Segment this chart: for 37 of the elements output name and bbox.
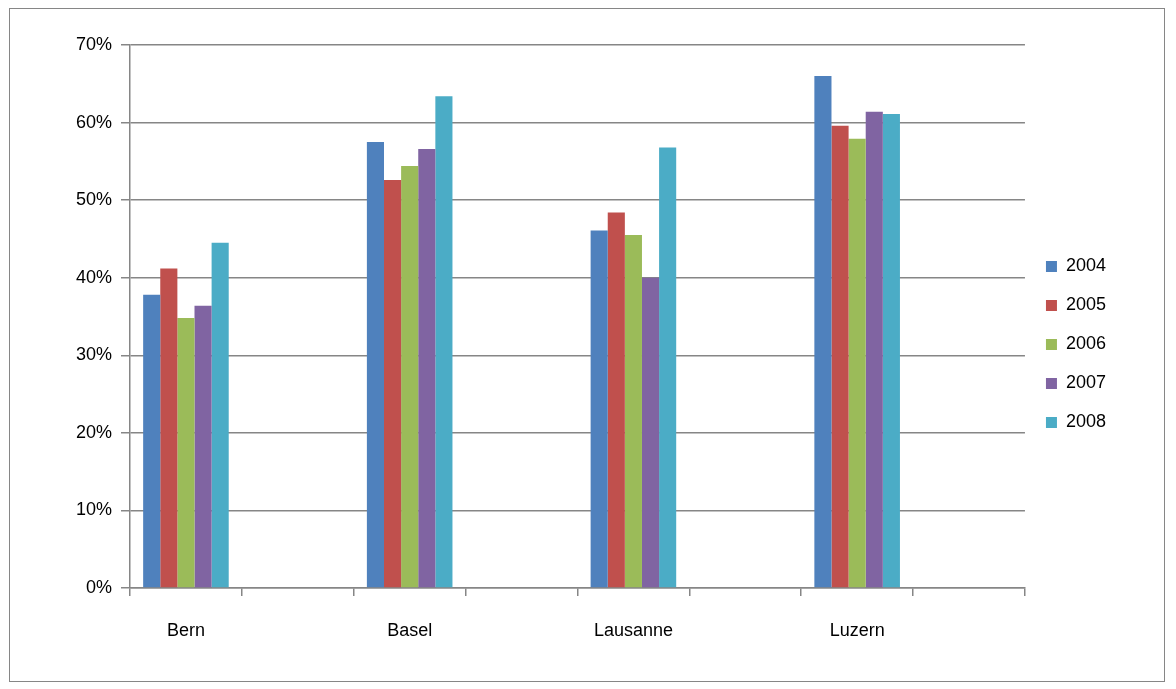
y-tick-label: 60% — [75, 111, 112, 132]
bar — [659, 147, 677, 588]
bar — [384, 179, 402, 588]
y-tick-label: 40% — [75, 266, 112, 287]
bar — [831, 125, 849, 588]
x-tick-label: Basel — [387, 619, 433, 640]
y-tick-label: 50% — [75, 189, 112, 210]
bar — [848, 138, 866, 588]
bar — [177, 318, 195, 588]
y-tick-label: 0% — [85, 576, 112, 597]
bar — [211, 242, 229, 588]
legend-label: 2005 — [1065, 294, 1106, 315]
legend-label: 2006 — [1065, 333, 1106, 354]
y-tick-label: 70% — [75, 33, 112, 54]
y-tick-label: 30% — [75, 344, 112, 365]
bar — [590, 230, 608, 588]
x-tick-label: Bern — [166, 619, 205, 640]
bar — [143, 294, 161, 588]
y-tick-label: 20% — [75, 421, 112, 442]
bar — [366, 141, 384, 588]
legend-label: 2007 — [1065, 372, 1106, 393]
bar — [624, 235, 642, 588]
y-tick-label: 10% — [75, 499, 112, 520]
bar — [607, 212, 625, 588]
bar — [882, 114, 900, 588]
x-tick-label: Lausanne — [593, 619, 673, 640]
bar — [418, 148, 436, 588]
bar — [814, 76, 832, 588]
legend-label: 2004 — [1065, 255, 1106, 276]
bar — [401, 166, 419, 588]
bar — [641, 277, 660, 588]
bar — [435, 96, 453, 588]
bar — [160, 268, 178, 588]
bar — [865, 111, 883, 588]
bar — [194, 305, 212, 588]
legend-label: 2008 — [1065, 411, 1106, 432]
x-tick-label: Luzern — [829, 619, 885, 640]
